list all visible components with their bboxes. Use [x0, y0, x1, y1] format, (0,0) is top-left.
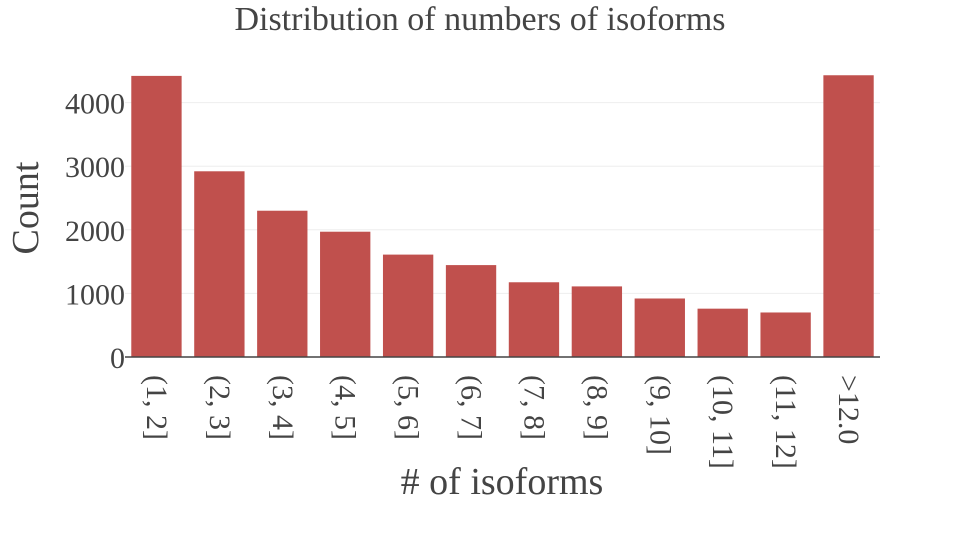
x-tick-label: (3, 4] — [266, 375, 299, 440]
x-tick-label: (11, 12] — [769, 375, 802, 469]
x-tick-label: (10, 11] — [706, 375, 739, 469]
y-tick-label: 3000 — [65, 151, 125, 184]
x-tick-label: >12.0 — [832, 375, 865, 444]
bar — [131, 75, 182, 357]
x-tick-label: (1, 2] — [140, 375, 173, 440]
bar — [194, 171, 245, 357]
bar — [445, 265, 497, 357]
y-tick-labels: 0 1000 2000 3000 4000 — [65, 88, 125, 375]
x-axis-title: # of isoforms — [401, 461, 604, 503]
y-tick-label: 4000 — [65, 88, 125, 121]
x-tick-label: (5, 6] — [392, 375, 425, 440]
x-tick-label: (8, 9] — [580, 375, 613, 440]
x-tick-label: (2, 3] — [203, 375, 236, 440]
x-tick-labels: (1, 2] (2, 3] (3, 4] (4, 5] (5, 6] (6, 7] (7, … — [140, 375, 865, 469]
bar — [760, 312, 811, 357]
y-tick-label: 2000 — [65, 215, 125, 248]
bar — [571, 286, 623, 357]
bar — [823, 75, 874, 357]
y-tick-label: 0 — [110, 342, 125, 375]
x-tick-label: (7, 8] — [517, 375, 550, 440]
x-tick-label: (9, 10] — [643, 375, 676, 455]
bar — [320, 231, 371, 357]
bars — [131, 75, 874, 357]
y-tick-label: 1000 — [65, 278, 125, 311]
bar — [382, 254, 434, 357]
bar — [634, 298, 685, 357]
bar — [508, 282, 560, 357]
x-tick-label: (6, 7] — [455, 375, 488, 440]
bar — [697, 308, 748, 357]
x-tick-label: (4, 5] — [329, 375, 362, 440]
bar — [257, 210, 308, 357]
gridlines — [125, 102, 880, 294]
y-axis-title: Count — [5, 161, 47, 254]
chart-title: Distribution of numbers of isoforms — [234, 1, 725, 38]
